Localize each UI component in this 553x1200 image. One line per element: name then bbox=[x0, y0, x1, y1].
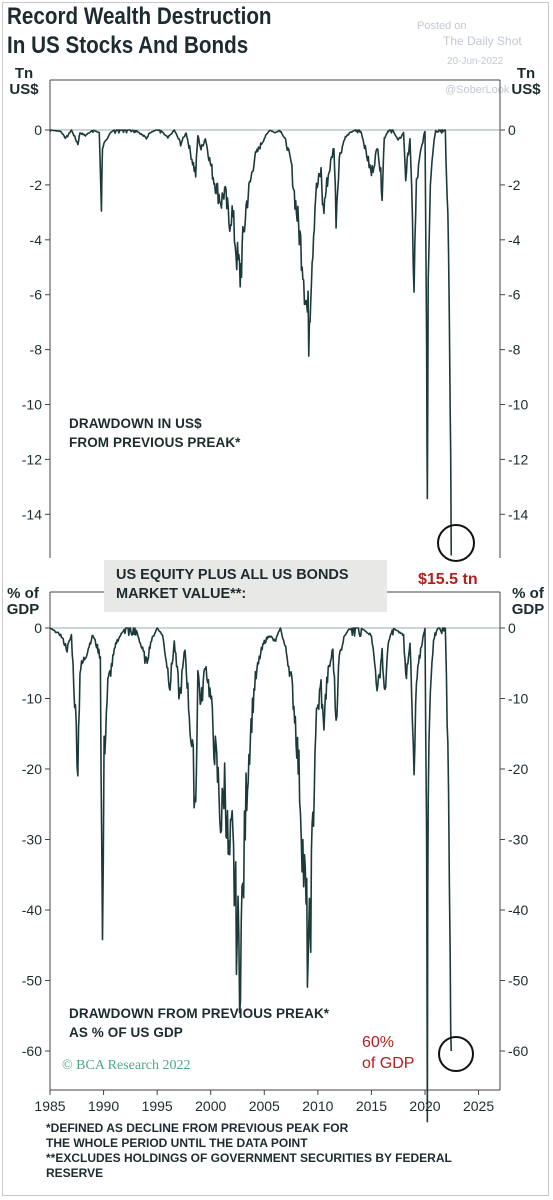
legend-line: MARKET VALUE**: bbox=[116, 586, 247, 602]
x-tick-label: 2025 bbox=[463, 1098, 494, 1114]
y-tick-label-right: -2 bbox=[508, 177, 521, 193]
title-line-1: Record Wealth Destruction bbox=[7, 3, 272, 30]
latest-point-circle bbox=[438, 1036, 474, 1072]
y-tick-label-right: -60 bbox=[508, 1043, 528, 1059]
y-tick-label-left: -60 bbox=[22, 1043, 42, 1059]
watermark-date: 20-Jun-2022 bbox=[447, 56, 504, 67]
watermark-posted: Posted on bbox=[417, 20, 467, 32]
unit-line: GDP bbox=[511, 601, 545, 618]
y-tick-label-left: -10 bbox=[22, 397, 42, 413]
chart-title: Record Wealth Destruction In US Stocks A… bbox=[7, 2, 272, 60]
top-callout-value: $15.5 tn bbox=[418, 571, 478, 588]
unit-line: % of bbox=[512, 585, 544, 602]
footnote-line: **EXCLUDES HOLDINGS OF GOVERNMENT SECURI… bbox=[46, 1151, 452, 1165]
y-tick-label-left: -4 bbox=[30, 232, 43, 248]
y-tick-label-right: 0 bbox=[508, 620, 516, 636]
y-tick-label-right: -4 bbox=[508, 232, 521, 248]
x-tick-label: 2010 bbox=[302, 1098, 333, 1114]
y-tick-label-right: -8 bbox=[508, 342, 521, 358]
bottom-left-unit-label: % of GDP bbox=[3, 586, 43, 618]
footnote-line: THE WHOLE PERIOD UNTIL THE DATA POINT bbox=[46, 1136, 308, 1150]
x-tick-label: 2015 bbox=[356, 1098, 387, 1114]
y-tick-label-right: -50 bbox=[508, 973, 528, 989]
y-tick-label-left: -2 bbox=[30, 177, 43, 193]
panel-label-line: FROM PREVIOUS PREAK* bbox=[69, 435, 241, 450]
top-right-unit-label: Tn US$ bbox=[508, 66, 544, 98]
y-tick-label-left: -20 bbox=[22, 761, 42, 777]
y-tick-label-left: -50 bbox=[22, 973, 42, 989]
drawdown-series-line bbox=[49, 129, 453, 556]
watermark-handle: @SoberLook bbox=[445, 84, 510, 96]
y-tick-label-left: 0 bbox=[34, 122, 42, 138]
x-tick-label: 1985 bbox=[34, 1098, 65, 1114]
unit-line: % of bbox=[7, 585, 39, 602]
y-tick-label-left: -12 bbox=[22, 451, 42, 467]
x-tick-label: 2000 bbox=[195, 1098, 226, 1114]
y-tick-label-right: -40 bbox=[508, 902, 528, 918]
y-tick-label-left: -6 bbox=[30, 287, 43, 303]
top-left-unit-label: Tn US$ bbox=[6, 66, 42, 98]
legend-text: US EQUITY PLUS ALL US BONDS MARKET VALUE… bbox=[116, 566, 349, 604]
y-tick-label-right: -6 bbox=[508, 287, 521, 303]
footnotes: *DEFINED AS DECLINE FROM PREVIOUS PEAK F… bbox=[46, 1121, 452, 1181]
latest-point-circle bbox=[437, 524, 475, 562]
y-tick-label-right: -14 bbox=[508, 506, 528, 522]
footnote-line: RESERVE bbox=[46, 1166, 104, 1180]
panel-label-line: AS % OF US GDP bbox=[69, 1025, 183, 1040]
panel-label-line: DRAWDOWN IN US$ bbox=[69, 416, 202, 431]
unit-line: US$ bbox=[511, 81, 541, 98]
unit-line: US$ bbox=[9, 81, 39, 98]
callout-line: 60% bbox=[362, 1034, 395, 1051]
bottom-right-unit-label: % of GDP bbox=[508, 586, 548, 618]
unit-line: GDP bbox=[6, 601, 40, 618]
top-panel-label: DRAWDOWN IN US$ FROM PREVIOUS PREAK* bbox=[69, 414, 241, 452]
y-tick-label-right: -10 bbox=[508, 397, 528, 413]
callout-line: of GDP bbox=[362, 1055, 415, 1072]
y-tick-label-left: -40 bbox=[22, 902, 42, 918]
bottom-panel-label: DRAWDOWN FROM PREVIOUS PREAK* AS % OF US… bbox=[69, 1004, 329, 1042]
y-tick-label-right: -20 bbox=[508, 761, 528, 777]
x-tick-label: 2005 bbox=[249, 1098, 280, 1114]
x-tick-label: 2020 bbox=[409, 1098, 440, 1114]
bottom-callout-value: 60% of GDP bbox=[362, 1032, 414, 1074]
unit-line: Tn bbox=[14, 65, 34, 82]
x-tick-label: 1990 bbox=[88, 1098, 119, 1114]
source-credit: © BCA Research 2022 bbox=[62, 1058, 191, 1073]
legend-line: US EQUITY PLUS ALL US BONDS bbox=[116, 567, 349, 583]
footnote-line: *DEFINED AS DECLINE FROM PREVIOUS PEAK F… bbox=[46, 1121, 349, 1135]
y-tick-label-left: 0 bbox=[34, 620, 42, 636]
panel-label-line: DRAWDOWN FROM PREVIOUS PREAK* bbox=[69, 1006, 330, 1021]
watermark-source: The Daily Shot bbox=[443, 34, 522, 48]
y-tick-label-right: 0 bbox=[508, 122, 516, 138]
x-tick-label: 1995 bbox=[142, 1098, 173, 1114]
y-tick-label-right: -12 bbox=[508, 451, 528, 467]
y-tick-label-left: -14 bbox=[22, 506, 42, 522]
legend-box: US EQUITY PLUS ALL US BONDS MARKET VALUE… bbox=[104, 560, 387, 612]
y-tick-label-left: -8 bbox=[30, 342, 43, 358]
y-tick-label-left: -10 bbox=[22, 691, 42, 707]
title-line-2: In US Stocks And Bonds bbox=[7, 32, 249, 59]
unit-line: Tn bbox=[516, 65, 536, 82]
y-tick-label-right: -10 bbox=[508, 691, 528, 707]
drawdown-series-line bbox=[49, 627, 453, 1123]
y-tick-label-right: -30 bbox=[508, 832, 528, 848]
y-tick-label-left: -30 bbox=[22, 832, 42, 848]
